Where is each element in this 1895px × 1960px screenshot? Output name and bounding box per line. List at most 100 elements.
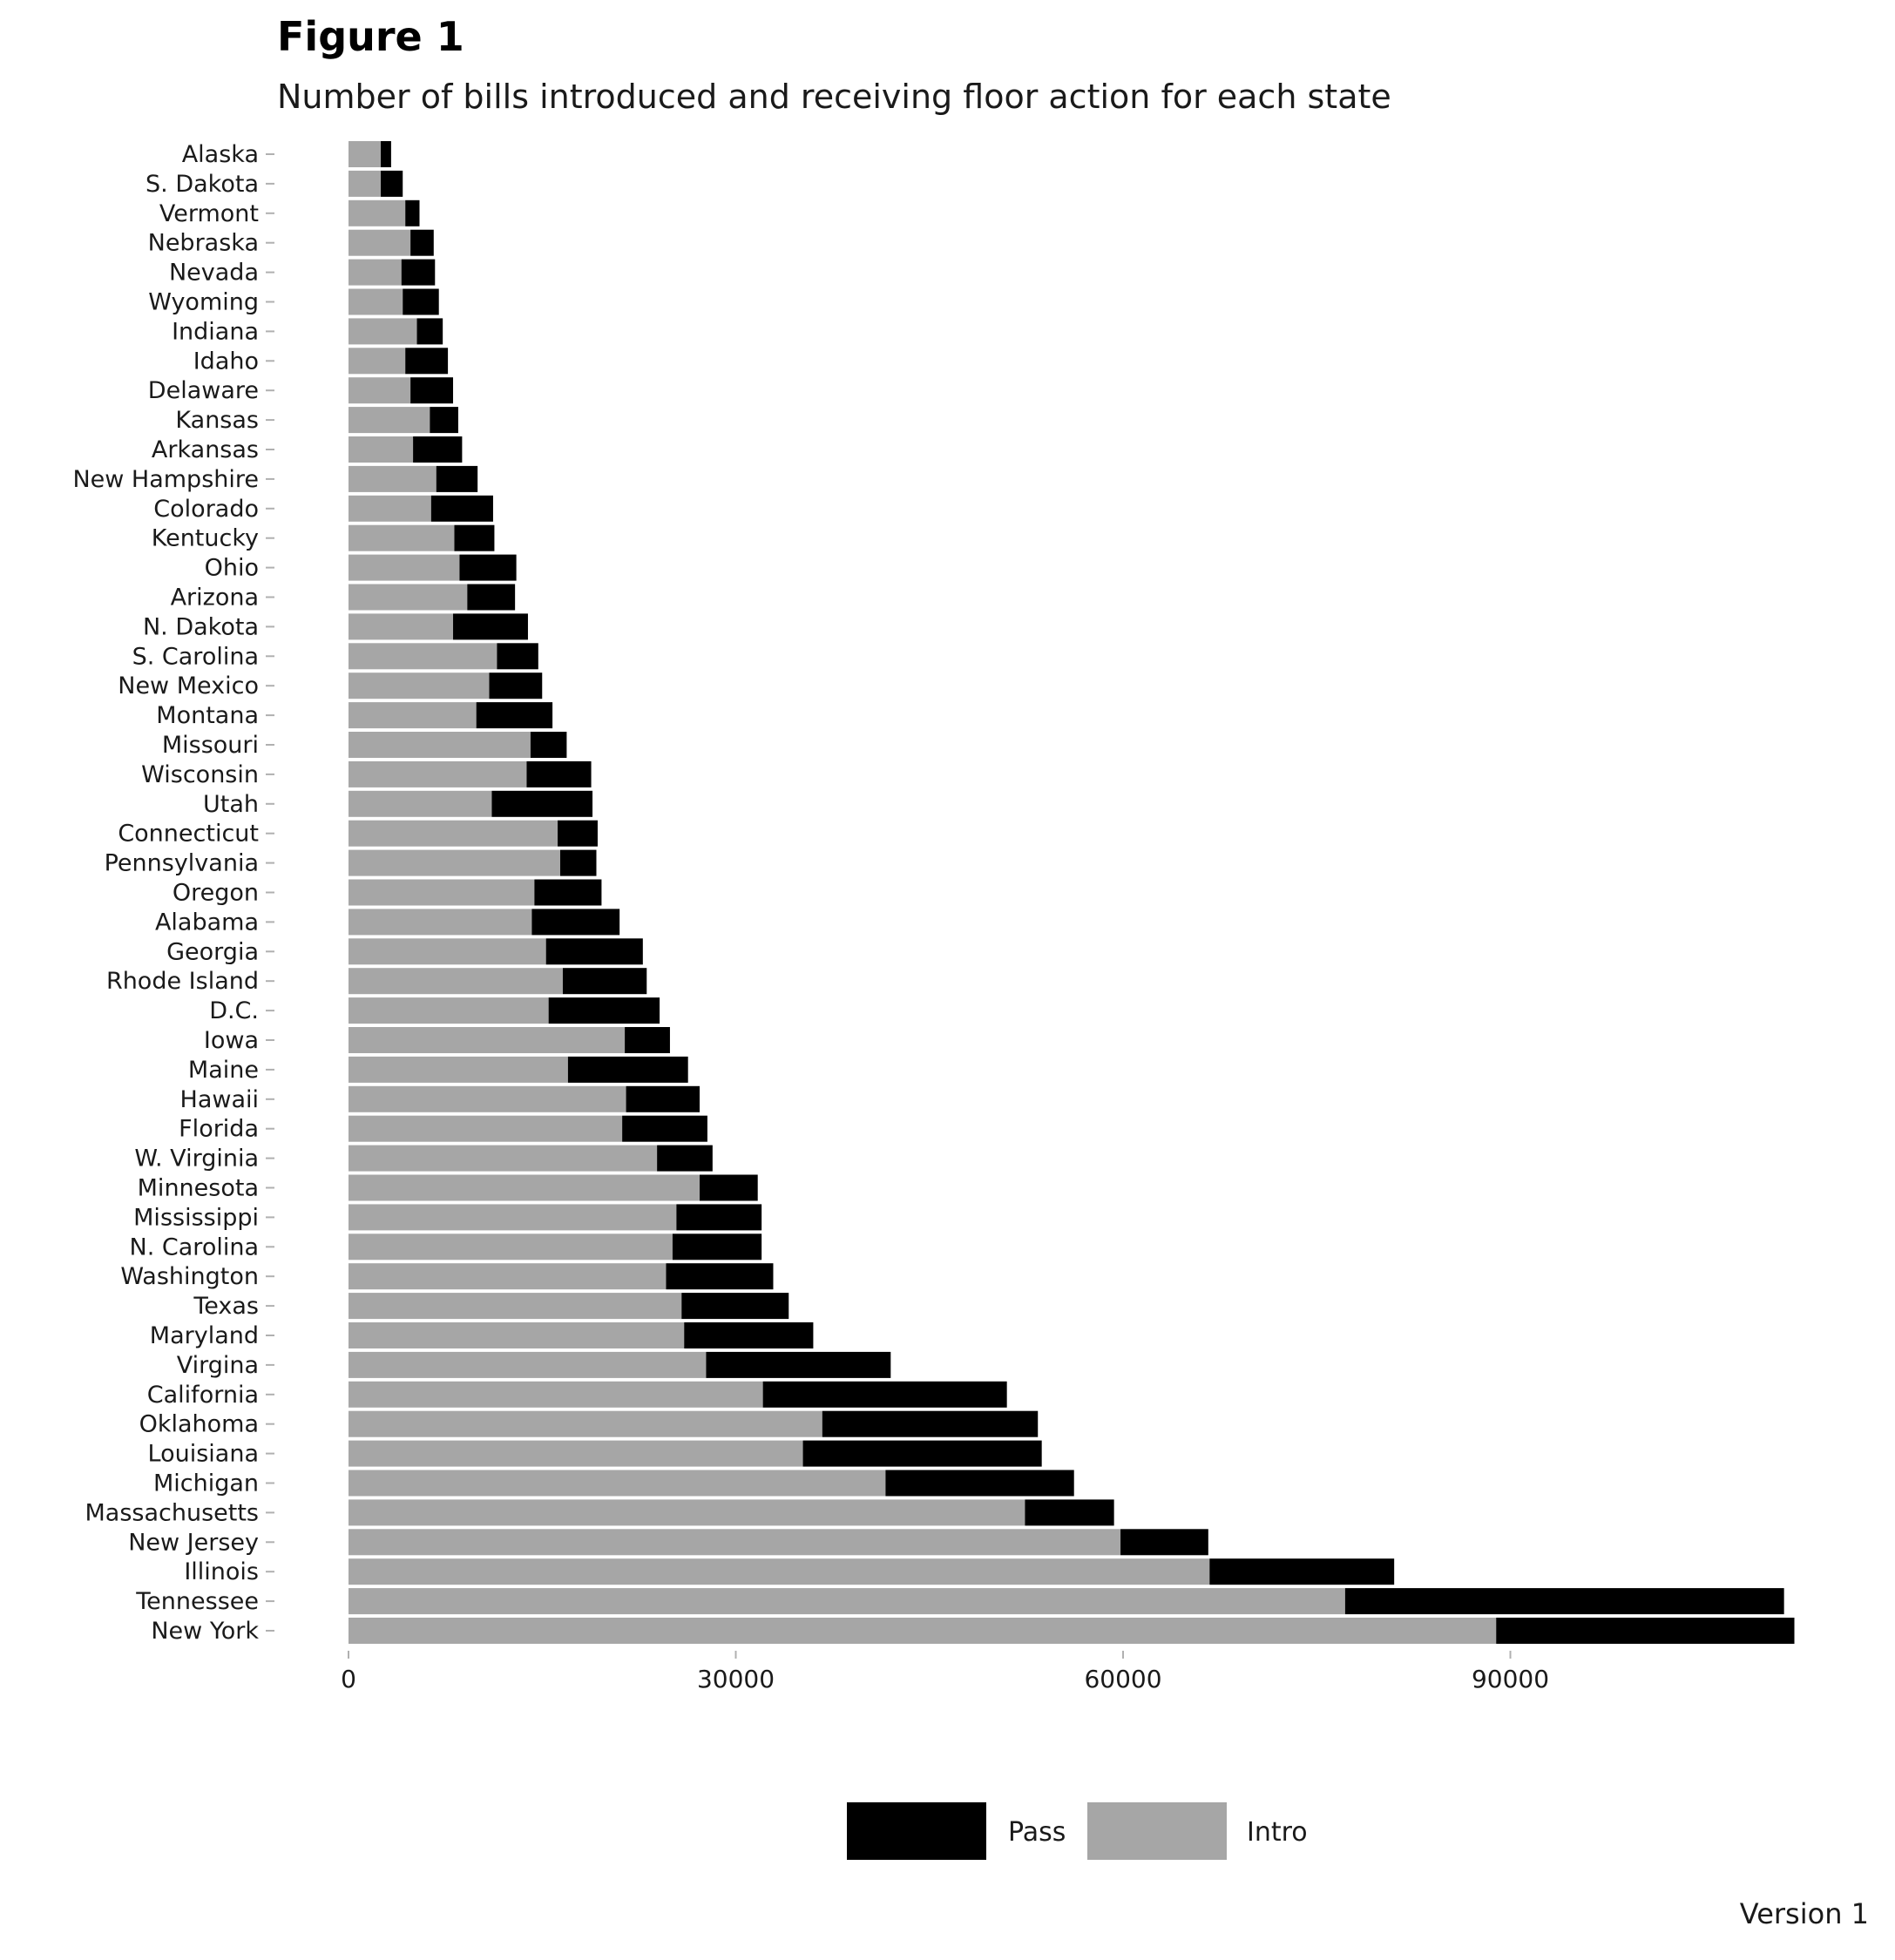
bar-pass-nebraska [410, 229, 434, 256]
chart-subtitle: Number of bills introduced and receiving… [277, 78, 1391, 116]
bar-intro-iowa [349, 1027, 626, 1053]
bar-intro-kentucky [349, 524, 455, 551]
bar-intro-oklahoma [349, 1410, 822, 1437]
y-tick-label-illinois: Illinois [184, 1558, 259, 1585]
bar-intro-new-jersey [349, 1529, 1121, 1556]
y-tick-label-alaska: Alaska [182, 141, 259, 168]
bar-pass-new-hampshire [436, 465, 478, 492]
bar-intro-kansas [349, 407, 430, 434]
y-tick-label-w-virginia: W. Virginia [134, 1146, 259, 1173]
bar-pass-connecticut [558, 820, 598, 847]
bar-intro-california [349, 1381, 763, 1408]
y-tick-label-nebraska: Nebraska [148, 230, 259, 257]
chart-title: Figure 1 [277, 13, 464, 60]
bar-intro-maine [349, 1056, 568, 1083]
bar-pass-new-mexico [489, 672, 543, 700]
bar-intro-idaho [349, 348, 406, 375]
bar-intro-minnesota [349, 1174, 700, 1201]
x-tick-label-1: 30000 [697, 1665, 775, 1693]
y-tick-label-iowa: Iowa [204, 1027, 259, 1054]
y-tick-label-louisiana: Louisiana [148, 1441, 259, 1468]
y-tick-label-texas: Texas [193, 1293, 259, 1320]
bar-pass-alabama [531, 909, 620, 936]
y-tick-label-alabama: Alabama [155, 909, 259, 936]
bar-intro-mississippi [349, 1204, 677, 1231]
bar-intro-d-c [349, 997, 549, 1024]
bar-intro-washington [349, 1263, 667, 1290]
y-tick-label-d-c: D.C. [209, 997, 259, 1024]
bar-intro-tennessee [349, 1588, 1345, 1615]
bar-pass-kansas [430, 407, 458, 434]
y-tick-label-arizona: Arizona [171, 585, 259, 612]
bar-intro-alabama [349, 909, 532, 936]
y-tick-label-georgia: Georgia [166, 938, 259, 965]
bar-pass-california [762, 1381, 1007, 1408]
bar-pass-alaska [381, 141, 391, 167]
bar-intro-connecticut [349, 820, 558, 847]
bar-pass-iowa [625, 1027, 670, 1053]
legend-swatch-pass [847, 1802, 986, 1860]
y-tick-label-hawaii: Hawaii [180, 1086, 259, 1113]
bar-pass-oregon [534, 879, 602, 906]
bar-intro-alaska [349, 141, 382, 167]
bar-intro-vermont [349, 199, 406, 226]
y-tick-label-california: California [147, 1382, 259, 1409]
bar-pass-s-dakota [381, 170, 403, 197]
y-tick-label-new-mexico: New Mexico [118, 672, 259, 700]
y-tick-label-arkansas: Arkansas [152, 436, 259, 463]
bar-pass-ohio [459, 554, 517, 581]
bar-pass-georgia [545, 938, 643, 965]
y-tick-label-mississippi: Mississippi [133, 1204, 259, 1231]
legend-swatch-intro [1087, 1802, 1227, 1860]
bar-intro-new-york [349, 1618, 1497, 1644]
y-tick-label-montana: Montana [156, 702, 259, 729]
y-tick-label-new-hampshire: New Hampshire [72, 466, 259, 493]
y-tick-label-maine: Maine [188, 1057, 259, 1084]
legend: Pass Intro [847, 1802, 1308, 1860]
bar-intro-indiana [349, 318, 417, 345]
bar-intro-arizona [349, 584, 468, 611]
bar-pass-wisconsin [526, 760, 592, 787]
y-tick-label-tennessee: Tennessee [135, 1588, 259, 1615]
bar-intro-missouri [349, 732, 531, 758]
x-tick-label-2: 60000 [1084, 1665, 1161, 1693]
bar-intro-michigan [349, 1470, 886, 1497]
y-tick-label-florida: Florida [179, 1116, 259, 1143]
bar-intro-florida [349, 1115, 623, 1142]
bar-pass-virgina [706, 1351, 891, 1378]
bar-pass-n-carolina [672, 1233, 762, 1260]
bar-pass-colorado [430, 495, 493, 522]
y-tick-label-massachusetts: Massachusetts [85, 1499, 259, 1526]
bar-intro-w-virginia [349, 1145, 658, 1172]
bar-intro-s-dakota [349, 170, 382, 197]
bar-intro-utah [349, 790, 492, 817]
y-tick-label-delaware: Delaware [148, 377, 259, 404]
bar-intro-texas [349, 1293, 682, 1320]
bars [349, 141, 1795, 1644]
bar-pass-pennsylvania [559, 849, 597, 876]
bar-intro-illinois [349, 1558, 1210, 1585]
bar-pass-arkansas [413, 436, 463, 463]
bar-pass-massachusetts [1025, 1499, 1114, 1526]
bar-pass-wyoming [403, 288, 439, 315]
bar-pass-utah [491, 790, 593, 817]
y-tick-label-vermont: Vermont [159, 200, 259, 227]
y-tick-label-minnesota: Minnesota [138, 1175, 259, 1202]
bar-pass-delaware [410, 377, 454, 404]
bar-intro-virgina [349, 1351, 707, 1378]
bar-pass-d-c [548, 997, 660, 1024]
bar-pass-tennessee [1344, 1588, 1784, 1615]
y-tick-label-n-carolina: N. Carolina [130, 1233, 259, 1260]
bar-pass-vermont [405, 199, 420, 226]
bar-intro-maryland [349, 1322, 685, 1348]
bar-pass-mississippi [676, 1204, 762, 1231]
y-tick-label-s-carolina: S. Carolina [132, 643, 259, 670]
bar-pass-arizona [467, 584, 516, 611]
bar-intro-new-mexico [349, 672, 490, 700]
bar-pass-missouri [530, 732, 567, 758]
y-tick-label-kansas: Kansas [175, 407, 259, 434]
y-tick-label-wyoming: Wyoming [148, 289, 259, 316]
bar-intro-n-carolina [349, 1233, 673, 1260]
bar-intro-pennsylvania [349, 849, 560, 876]
bar-pass-illinois [1209, 1558, 1395, 1585]
